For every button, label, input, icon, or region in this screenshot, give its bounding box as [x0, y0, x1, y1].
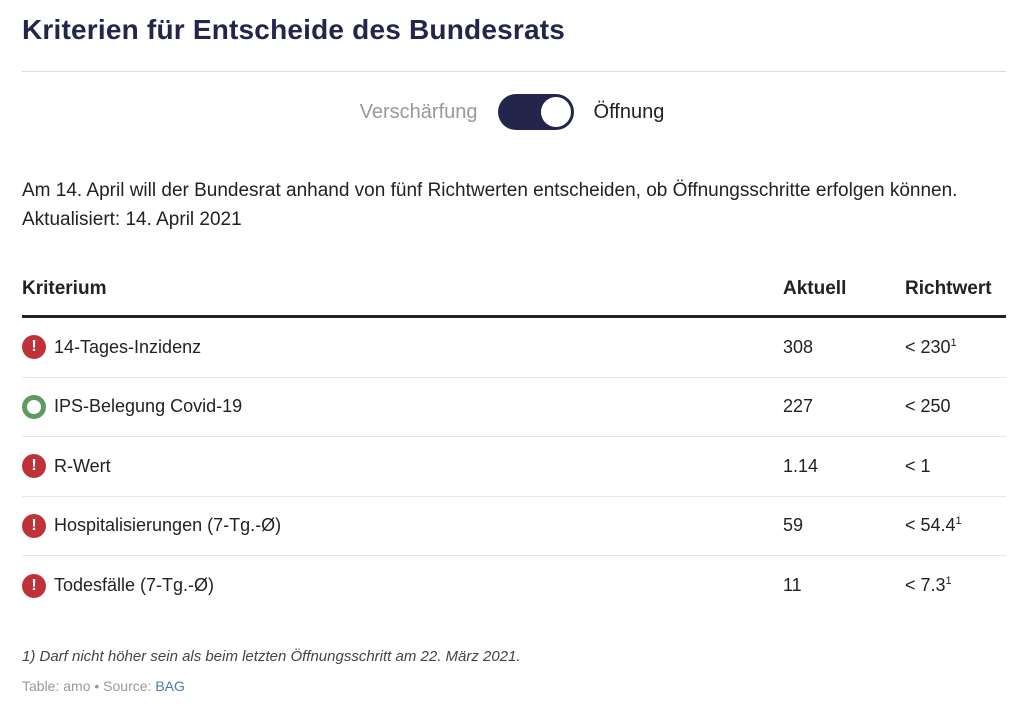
description: Am 14. April will der Bundesrat anhand v…: [22, 180, 958, 230]
toggle-label-verschaerfung[interactable]: Verschärfung: [359, 100, 478, 123]
alert-icon: !: [22, 573, 46, 598]
criterion-label: Todesfälle (7-Tg.-Ø): [54, 575, 215, 596]
current-value: 59: [783, 515, 804, 536]
header-richtwert: Richtwert: [905, 278, 992, 299]
table-row: ! R-Wert 1.14 < 1: [22, 437, 1006, 497]
target-cell: < 2301: [905, 337, 1006, 358]
page-title: Kriterien für Entscheide des Bundesrats: [22, 14, 566, 45]
footnote: 1) Darf nicht höher sein als beim letzte…: [22, 648, 521, 665]
alert-icon: !: [22, 335, 46, 360]
footnote-marker: 1: [955, 515, 962, 528]
target-cell: < 1: [905, 456, 1006, 477]
table-row: ! Hospitalisierungen (7-Tg.-Ø) 59 < 54.41: [22, 497, 1006, 556]
target-cell: < 54.41: [905, 515, 1006, 536]
table-row: ! Todesfälle (7-Tg.-Ø) 11 < 7.31: [22, 556, 1006, 616]
alert-icon: !: [22, 513, 46, 538]
toggle-label-oeffnung[interactable]: Öffnung: [593, 100, 665, 123]
current-value: 11: [783, 575, 802, 596]
source-link[interactable]: BAG: [155, 678, 185, 694]
table-row: IPS-Belegung Covid-19 227 < 250: [22, 378, 1006, 437]
table-header: Kriterium Aktuell Richtwert: [22, 276, 1006, 318]
target-value: < 1: [905, 455, 931, 476]
toggle-knob: [540, 97, 571, 127]
header-aktuell: Aktuell: [783, 278, 847, 299]
divider: [22, 71, 1006, 72]
current-value: 227: [783, 396, 814, 417]
criterion-label: R-Wert: [54, 455, 111, 476]
criterion-label: Hospitalisierungen (7-Tg.-Ø): [54, 515, 282, 536]
target-value: < 250: [905, 396, 951, 417]
target-value: < 54.4: [905, 515, 956, 536]
criterion-cell: ! Todesfälle (7-Tg.-Ø): [22, 573, 783, 598]
criterion-label: IPS-Belegung Covid-19: [54, 396, 243, 417]
target-value: < 7.3: [905, 575, 946, 596]
alert-icon: !: [22, 454, 46, 479]
source-prefix: Table: amo • Source:: [22, 678, 156, 694]
criterion-label: 14-Tages-Inzidenz: [54, 336, 202, 357]
target-cell: < 250: [905, 396, 1006, 417]
target-value: < 230: [905, 336, 951, 357]
mode-toggle-row: Verschärfung Öffnung: [0, 94, 1024, 130]
target-cell: < 7.31: [905, 575, 1006, 596]
current-value: 308: [783, 336, 814, 357]
table-row: ! 14-Tages-Inzidenz 308 < 2301: [22, 318, 1006, 378]
header-kriterium: Kriterium: [22, 278, 107, 299]
mode-toggle-switch[interactable]: [497, 94, 574, 130]
criterion-cell: IPS-Belegung Covid-19: [22, 394, 783, 419]
ok-circle-icon: [22, 394, 46, 419]
criterion-cell: ! Hospitalisierungen (7-Tg.-Ø): [22, 513, 783, 538]
footnote-marker: 1: [950, 336, 957, 349]
criteria-table: Kriterium Aktuell Richtwert ! 14-Tages-In…: [22, 276, 1006, 616]
criterion-cell: ! R-Wert: [22, 454, 783, 479]
criterion-cell: ! 14-Tages-Inzidenz: [22, 335, 783, 360]
source-line: Table: amo • Source: BAG: [22, 678, 185, 694]
current-value: 1.14: [783, 455, 819, 476]
footnote-marker: 1: [945, 575, 952, 588]
